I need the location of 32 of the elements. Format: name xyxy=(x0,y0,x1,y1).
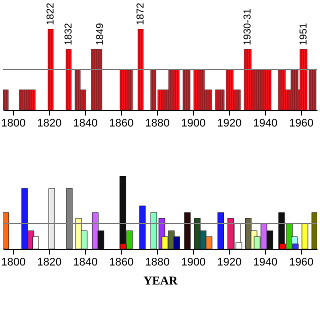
x-tick-label: 1800 xyxy=(1,118,26,130)
x-tick-label: 1940 xyxy=(253,118,278,130)
x-tick-label: 1840 xyxy=(73,256,98,268)
bar xyxy=(184,212,191,249)
x-tick-label: 1900 xyxy=(181,118,206,130)
annotation: 1930-31 xyxy=(242,8,254,46)
annotation: 1849 xyxy=(95,22,106,46)
x-tick-label: 1880 xyxy=(145,118,170,130)
x-tick-label: 1940 xyxy=(253,256,278,268)
annotation: 1822 xyxy=(46,2,57,25)
bar xyxy=(302,223,308,249)
bar xyxy=(48,188,56,249)
x-tick-label: 1840 xyxy=(73,118,98,130)
x-tick-label: 1860 xyxy=(109,256,134,268)
x-tick-label: 1960 xyxy=(289,256,314,268)
x-tick-label: 1820 xyxy=(37,118,62,130)
annotation: 1951 xyxy=(298,22,310,46)
x-tick-label: 1900 xyxy=(181,256,206,268)
x-tick-label: 1880 xyxy=(145,256,170,268)
annotation: 1832 xyxy=(64,22,75,46)
x-axis-title: YEAR xyxy=(143,274,178,288)
x-tick-label: 1820 xyxy=(37,256,62,268)
x-tick-label: 1860 xyxy=(109,118,134,130)
x-tick-label: 1960 xyxy=(289,118,314,130)
annotation: 1872 xyxy=(136,2,147,25)
x-tick-label: 1920 xyxy=(217,256,242,268)
bar xyxy=(312,212,317,249)
bar xyxy=(3,212,9,249)
x-tick-label: 1920 xyxy=(217,118,242,130)
bar xyxy=(217,212,224,249)
x-tick-label: 1800 xyxy=(1,256,26,268)
bar xyxy=(139,206,146,249)
